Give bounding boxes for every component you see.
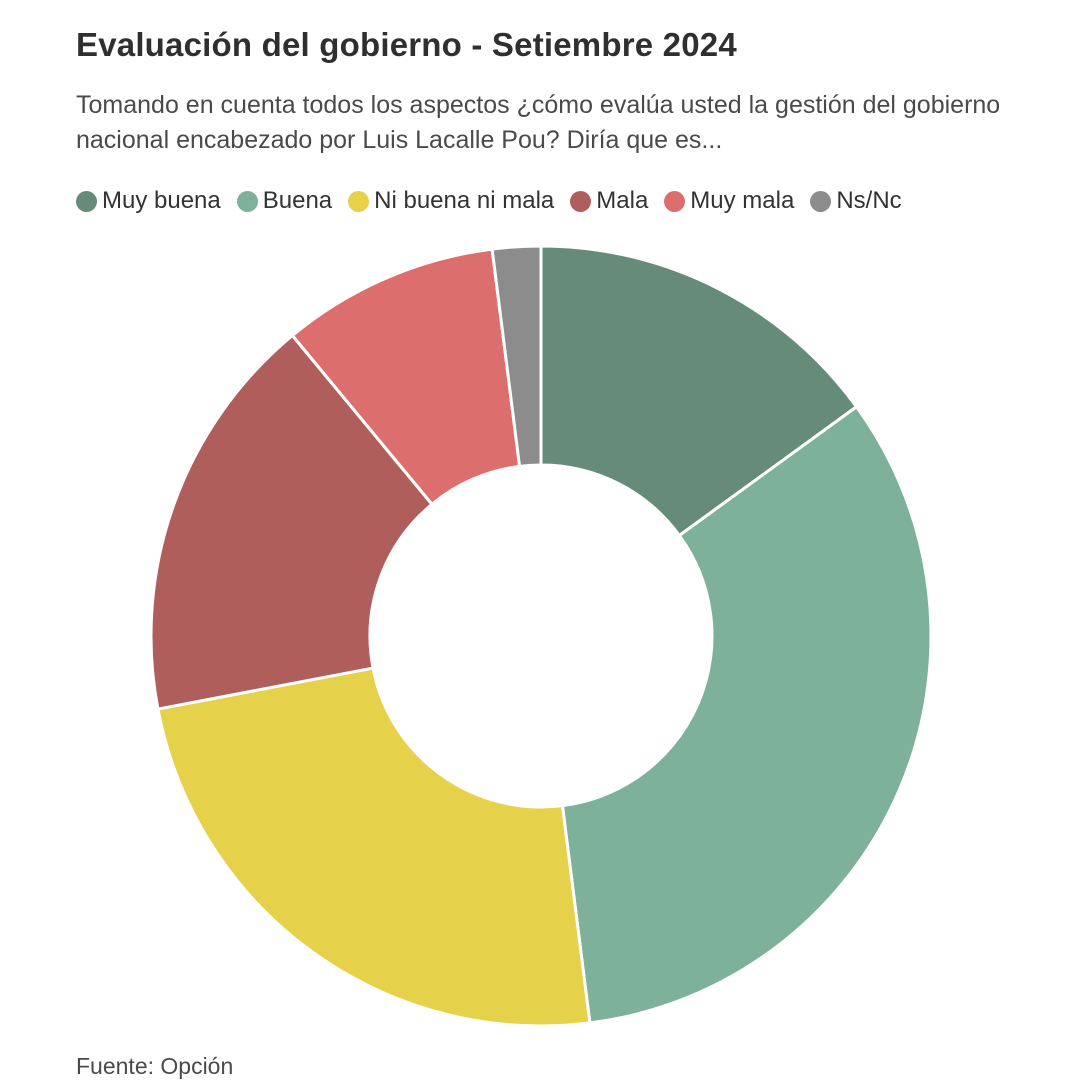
chart-legend: Muy buena Buena Ni buena ni mala Mala Mu…	[76, 187, 918, 215]
donut-slice-muy-mala[interactable]	[290, 247, 522, 506]
legend-swatch	[348, 190, 370, 212]
legend-label: Muy buena	[102, 187, 221, 214]
donut-slice-mala[interactable]	[149, 334, 434, 711]
legend-item-buena[interactable]: Buena	[236, 187, 333, 215]
legend-item-ns-nc[interactable]: Ns/Nc	[810, 187, 902, 215]
chart-title: Evaluación del gobierno - Setiembre 2024	[76, 26, 737, 63]
donut-slice-ns-nc[interactable]	[490, 244, 543, 468]
donut-slice-ni-buena-ni-mala[interactable]	[156, 666, 592, 1028]
chart-subtitle: Tomando en cuenta todos los aspectos ¿có…	[76, 91, 1001, 154]
legend-label: Mala	[596, 187, 649, 214]
legend-label: Ns/Nc	[836, 187, 902, 214]
legend-label: Muy mala	[690, 187, 795, 214]
legend-label: Buena	[262, 187, 333, 214]
legend-item-muy-buena[interactable]: Muy buena	[76, 187, 221, 215]
donut-slice-buena[interactable]	[560, 405, 933, 1025]
legend-swatch	[810, 190, 832, 212]
legend-swatch	[664, 190, 686, 212]
legend-item-mala[interactable]: Mala	[570, 187, 648, 215]
legend-swatch	[570, 190, 592, 212]
legend-label: Ni buena ni mala	[374, 187, 555, 214]
legend-item-ni-buena-ni-mala[interactable]: Ni buena ni mala	[348, 187, 554, 215]
source-note: Fuente: Opción	[76, 1053, 234, 1079]
legend-swatch	[76, 190, 97, 212]
legend-swatch	[236, 190, 258, 212]
legend-item-muy-mala[interactable]: Muy mala	[664, 187, 794, 215]
